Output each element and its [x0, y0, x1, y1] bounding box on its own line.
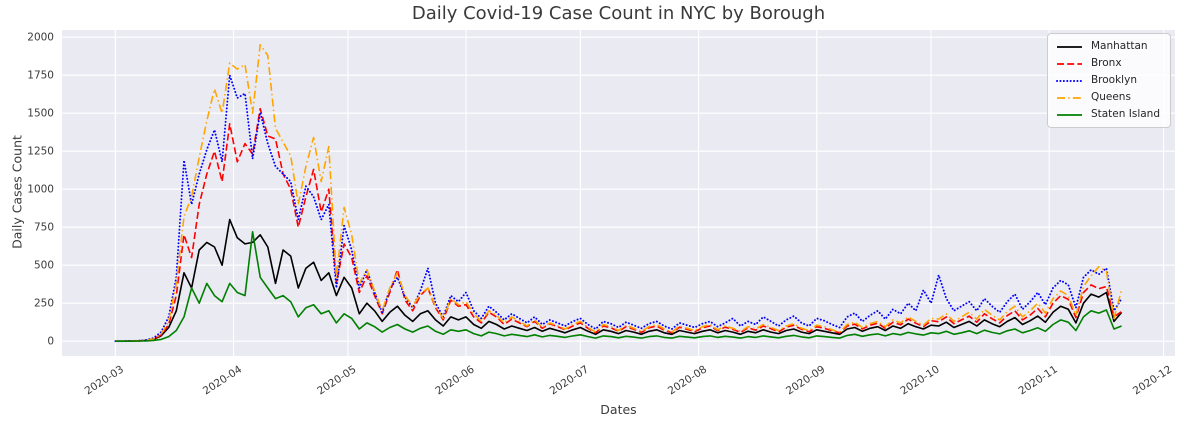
x-tick-label: 2020-07: [548, 363, 591, 397]
y-tick-label: 1000: [27, 184, 54, 196]
series-line-manhattan: [115, 218, 1123, 342]
x-tick-label: 2020-03: [83, 363, 126, 397]
y-tick-label: 1250: [27, 146, 54, 158]
chart-title: Daily Covid-19 Case Count in NYC by Boro…: [411, 3, 826, 24]
legend-item-queens: Queens: [1056, 91, 1160, 104]
legend: Manhattan Bronx Brooklyn Queens Staten Islan…: [1046, 33, 1171, 128]
gridlines: [62, 30, 1175, 356]
legend-label: Manhattan: [1090, 40, 1148, 52]
x-tick-label: 2020-05: [315, 363, 358, 397]
y-axis-label: Daily Cases Count: [9, 135, 25, 249]
x-tick-label: 2020-04: [201, 363, 245, 397]
y-tick-label: 1500: [27, 108, 54, 120]
series-line-bronx: [115, 107, 1123, 342]
y-tick-label: 0: [47, 336, 54, 348]
legend-label: Brooklyn: [1090, 74, 1137, 86]
legend-item-brooklyn: Brooklyn: [1055, 74, 1160, 87]
x-tick-label: 2020-08: [666, 363, 709, 397]
legend-label: Bronx: [1090, 57, 1122, 69]
plot-background: [62, 30, 1175, 356]
x-tick-label: 2020-06: [433, 363, 477, 397]
y-tick-label: 500: [34, 260, 54, 272]
legend-item-manhattan: Manhattan: [1056, 40, 1160, 53]
legend-line-sample: [1056, 96, 1082, 99]
y-tick-label: 250: [34, 298, 54, 310]
legend-item-bronx: Bronx: [1056, 57, 1160, 70]
legend-line-sample: [1056, 62, 1082, 65]
legend-line-sample: [1055, 79, 1083, 82]
x-axis-label: Dates: [600, 402, 637, 417]
legend-item-staten-island: Staten Island: [1056, 108, 1160, 121]
x-tick-label: 2020-12: [1131, 363, 1174, 397]
series-line-queens: [115, 44, 1123, 342]
legend-line-sample: [1056, 113, 1082, 116]
x-tick-label: 2020-11: [1017, 363, 1060, 397]
series-line-brooklyn: [114, 74, 1123, 343]
legend-line-sample: [1056, 45, 1082, 48]
x-tick-label: 2020-10: [898, 363, 941, 397]
y-tick-label: 1750: [27, 70, 54, 82]
y-tick-labels: 0 250 500 750 1000 1250 1500 1750 2000: [27, 32, 54, 348]
x-tick-label: 2020-09: [784, 363, 827, 397]
series-line-staten-island: [115, 231, 1122, 342]
y-tick-label: 750: [34, 222, 54, 234]
legend-label: Queens: [1090, 91, 1131, 103]
legend-label: Staten Island: [1090, 108, 1160, 120]
x-tick-labels: 2020-03 2020-04 2020-05 2020-06 2020-07 2020-…: [83, 363, 1175, 397]
y-tick-label: 2000: [27, 32, 54, 44]
